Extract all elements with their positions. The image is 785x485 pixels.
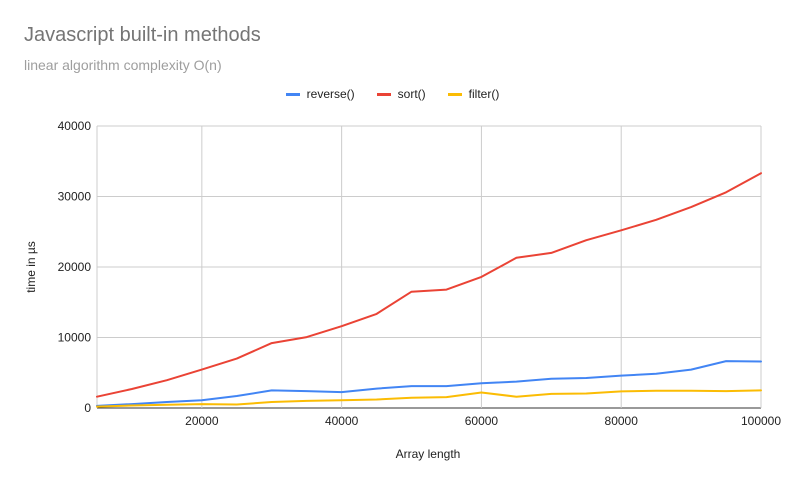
series-line-sort[interactable]: [96, 172, 762, 398]
legend-item-sort[interactable]: sort(): [376, 87, 426, 101]
x-tick-label: 100000: [741, 414, 781, 428]
tick-labels: 0 10000 20000 30000 40000 20000 40000 60000 8000…: [58, 119, 782, 428]
legend-label-filter: filter(): [468, 87, 500, 101]
chart-title: Javascript built-in methods: [24, 24, 261, 46]
legend-swatch-sort: [376, 92, 391, 96]
legend: reverse() sort() filter(): [0, 87, 785, 101]
legend-swatch-reverse: [285, 92, 300, 96]
y-tick-label: 10000: [58, 331, 92, 345]
x-tick-label: 40000: [325, 414, 359, 428]
x-tick-label: 60000: [465, 414, 499, 428]
legend-label-reverse: reverse(): [306, 87, 355, 101]
series-line-filter[interactable]: [96, 389, 762, 408]
x-axis-title: Array length: [396, 447, 461, 461]
y-tick-label: 0: [84, 401, 91, 415]
chart-subtitle: linear algorithm complexity O(n): [24, 57, 222, 73]
legend-item-filter[interactable]: filter(): [447, 87, 500, 101]
gridlines: [96, 125, 762, 409]
y-tick-label: 20000: [58, 260, 92, 274]
y-axis-title: time in µs: [24, 241, 38, 293]
x-tick-label: 80000: [605, 414, 639, 428]
legend-label-sort: sort(): [397, 87, 426, 101]
legend-swatch-filter: [447, 92, 462, 96]
y-tick-label: 40000: [58, 119, 92, 133]
legend-item-reverse[interactable]: reverse(): [285, 87, 355, 101]
x-tick-label: 20000: [185, 414, 219, 428]
series-line-reverse[interactable]: [96, 360, 762, 407]
y-tick-label: 30000: [58, 190, 92, 204]
series-lines: [96, 172, 762, 408]
